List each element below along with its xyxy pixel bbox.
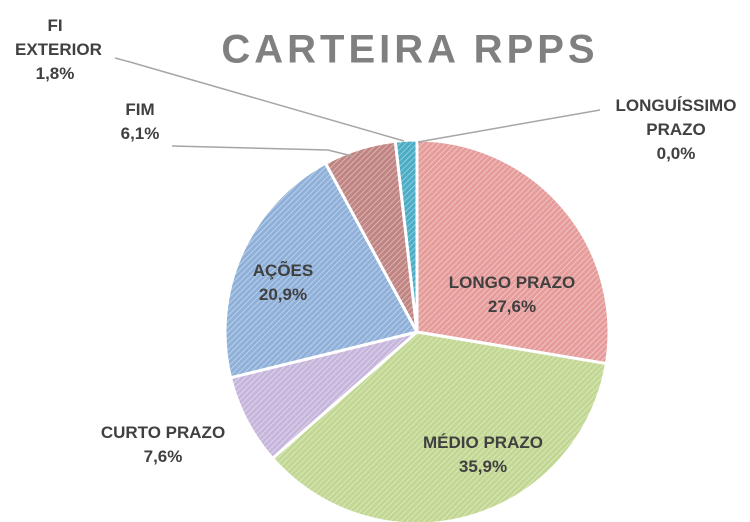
category-label: AÇÕES bbox=[252, 261, 314, 280]
slice-label: FI EXTERIOR 1,8% bbox=[15, 14, 102, 86]
value-label: 35,9% bbox=[458, 457, 508, 476]
pie-slice bbox=[415, 138, 611, 366]
pie-slice bbox=[223, 161, 420, 380]
slice-label: FIM 6,1% bbox=[110, 98, 170, 146]
leader-line bbox=[171, 145, 353, 157]
category-label: CURTO PRAZO bbox=[100, 423, 226, 442]
category-label: FIM bbox=[125, 100, 155, 119]
slice-label: CURTO PRAZO 7,6% bbox=[78, 421, 248, 469]
slice-label: MÉDIO PRAZO 35,9% bbox=[403, 431, 563, 479]
slice-label: LONGUÍSSIMO PRAZO 0,0% bbox=[611, 94, 741, 166]
chart-title: CARTEIRA RPPS bbox=[221, 27, 599, 72]
value-label: 7,6% bbox=[143, 447, 183, 466]
category-label: LONGUÍSSIMO PRAZO bbox=[615, 96, 737, 139]
value-label: 20,9% bbox=[258, 285, 308, 304]
category-label: FI EXTERIOR bbox=[15, 16, 102, 59]
leader-line bbox=[114, 57, 405, 142]
category-label: LONGO PRAZO bbox=[448, 273, 576, 292]
category-label: MÉDIO PRAZO bbox=[423, 433, 543, 452]
slice-label: AÇÕES 20,9% bbox=[238, 259, 328, 307]
value-label: 0,0% bbox=[656, 144, 696, 163]
pie-slice bbox=[270, 330, 609, 522]
value-label: 27,6% bbox=[487, 297, 537, 316]
slice-label: LONGO PRAZO 27,6% bbox=[432, 271, 592, 319]
value-label: 1,8% bbox=[35, 64, 75, 83]
leader-line bbox=[417, 109, 601, 143]
value-label: 6,1% bbox=[120, 124, 160, 143]
